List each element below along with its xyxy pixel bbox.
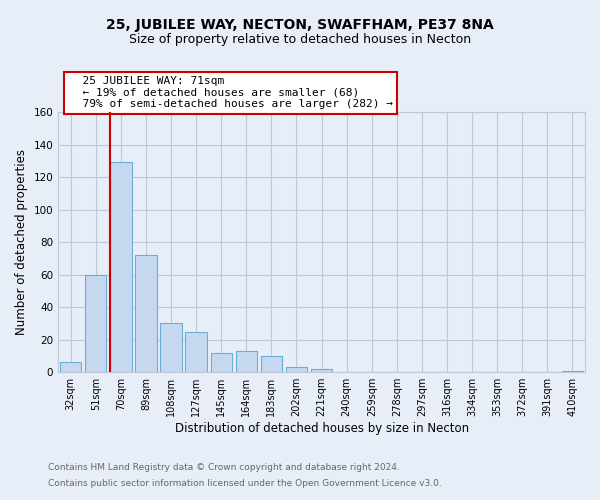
Text: Size of property relative to detached houses in Necton: Size of property relative to detached ho… xyxy=(129,32,471,46)
X-axis label: Distribution of detached houses by size in Necton: Distribution of detached houses by size … xyxy=(175,422,469,435)
Bar xyxy=(211,352,232,372)
Text: Contains HM Land Registry data © Crown copyright and database right 2024.: Contains HM Land Registry data © Crown c… xyxy=(48,464,400,472)
Bar xyxy=(261,356,282,372)
Bar xyxy=(311,369,332,372)
Bar xyxy=(60,362,82,372)
Bar xyxy=(562,370,583,372)
Bar xyxy=(136,255,157,372)
Text: Contains public sector information licensed under the Open Government Licence v3: Contains public sector information licen… xyxy=(48,478,442,488)
Bar xyxy=(110,162,131,372)
Y-axis label: Number of detached properties: Number of detached properties xyxy=(15,149,28,335)
Bar xyxy=(286,368,307,372)
Bar xyxy=(160,324,182,372)
Text: 25, JUBILEE WAY, NECTON, SWAFFHAM, PE37 8NA: 25, JUBILEE WAY, NECTON, SWAFFHAM, PE37 … xyxy=(106,18,494,32)
Text: 25 JUBILEE WAY: 71sqm
  ← 19% of detached houses are smaller (68)
  79% of semi-: 25 JUBILEE WAY: 71sqm ← 19% of detached … xyxy=(69,76,393,110)
Bar xyxy=(85,274,106,372)
Bar xyxy=(236,351,257,372)
Bar xyxy=(185,332,207,372)
